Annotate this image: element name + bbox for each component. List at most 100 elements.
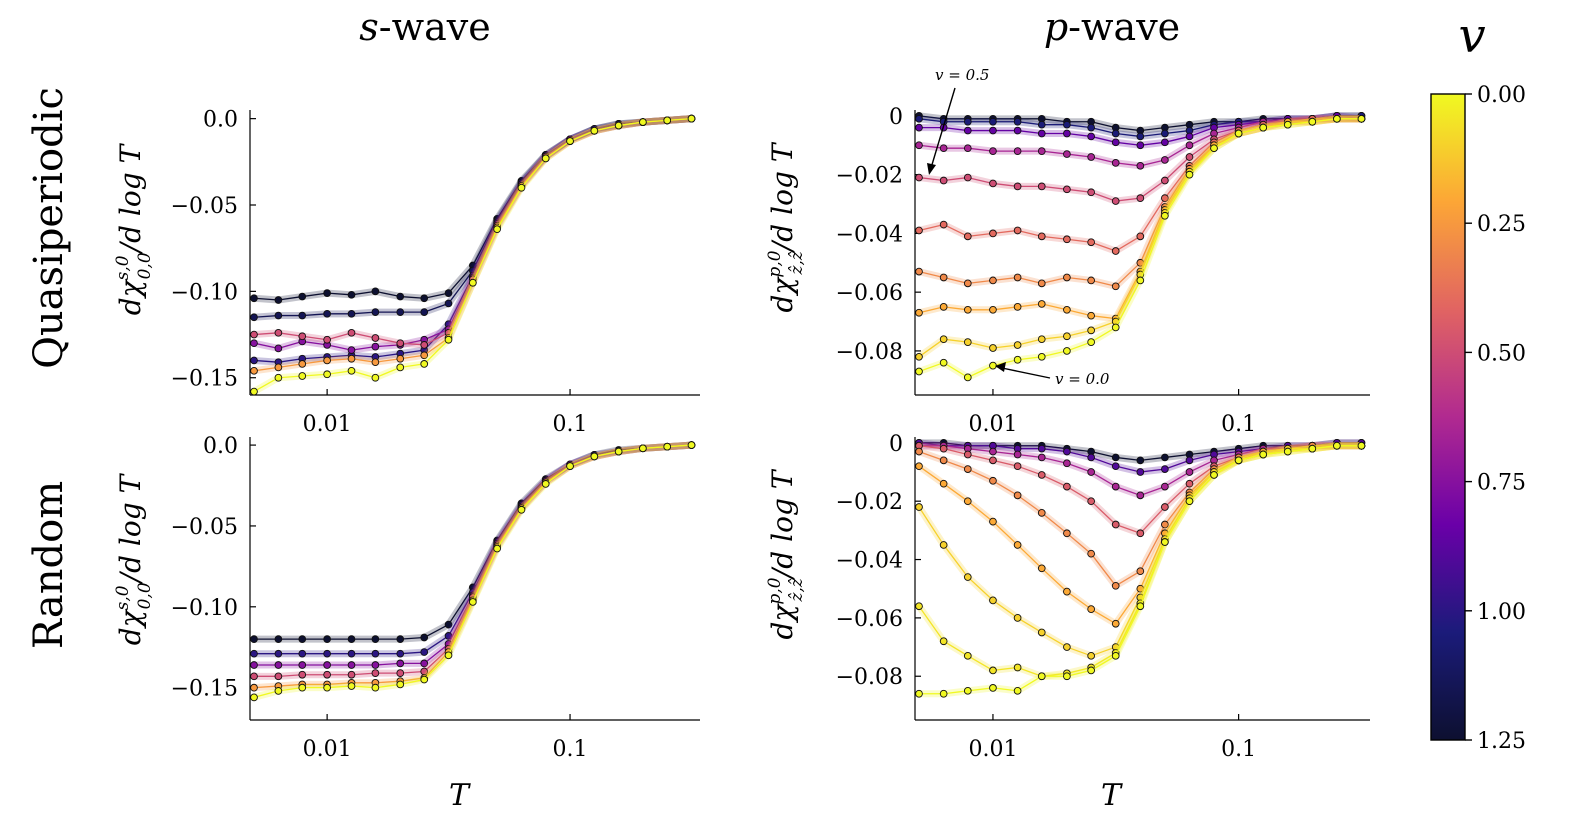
y-tick-label: −0.02 <box>836 490 903 515</box>
data-point <box>915 267 923 276</box>
x-tick-label: 0.1 <box>553 737 588 762</box>
data-point <box>1111 247 1120 255</box>
data-point <box>989 517 997 526</box>
y-tick-label: −0.10 <box>171 596 238 621</box>
ylabel-quasi-p: dχp,0 ẑ,ẑ/d log T <box>765 141 807 312</box>
data-point <box>1161 194 1169 202</box>
colorbar <box>1430 93 1466 741</box>
data-point <box>989 229 997 238</box>
y-tick-label: −0.15 <box>171 677 238 702</box>
data-point <box>347 661 356 669</box>
colorbar-ticks: 0.00 0.25 0.50 0.75 1.00 1.25 <box>1465 83 1526 754</box>
data-point <box>298 670 307 679</box>
data-point <box>371 334 380 342</box>
data-point <box>1063 235 1071 244</box>
data-point <box>347 670 356 679</box>
y-tick-label: 0.0 <box>203 434 238 459</box>
data-point <box>1111 651 1120 660</box>
data-point <box>1013 273 1022 282</box>
data-point <box>347 309 356 318</box>
data-point <box>371 649 380 658</box>
series-band <box>253 115 692 366</box>
data-point <box>298 683 307 692</box>
data-point <box>963 126 972 135</box>
data-point <box>939 479 948 488</box>
data-point <box>687 441 696 449</box>
data-point <box>1087 549 1095 558</box>
data-point <box>371 308 380 316</box>
data-point <box>298 311 307 320</box>
data-point <box>1161 176 1169 185</box>
data-point <box>1185 170 1194 179</box>
data-point <box>274 328 283 337</box>
x-tick-label: 0.01 <box>968 737 1017 762</box>
data-point <box>1185 456 1194 465</box>
data-point <box>371 358 380 367</box>
data-point <box>1357 441 1366 450</box>
data-point <box>347 346 356 354</box>
data-point <box>1087 238 1095 247</box>
data-point <box>963 232 972 241</box>
data-point <box>1333 441 1341 450</box>
row-title-random: Random <box>26 481 72 649</box>
data-point <box>298 332 307 341</box>
x-tick-label: 0.01 <box>303 737 352 762</box>
y-tick-label: −0.15 <box>171 367 238 392</box>
data-point <box>541 154 550 163</box>
series-line <box>918 118 1362 379</box>
data-point <box>1308 117 1317 126</box>
data-point <box>347 635 356 643</box>
data-point <box>1136 602 1145 611</box>
data-point <box>963 373 972 382</box>
data-point <box>614 447 623 456</box>
data-point <box>347 682 356 690</box>
data-point <box>444 651 453 660</box>
data-point <box>1087 468 1095 476</box>
data-point <box>590 126 599 135</box>
data-point <box>493 225 501 234</box>
data-point <box>250 313 258 322</box>
data-point <box>1185 141 1194 150</box>
data-point <box>250 693 258 702</box>
data-point <box>493 544 501 553</box>
data-point <box>444 289 453 297</box>
data-point <box>915 689 923 698</box>
data-point <box>687 114 696 123</box>
data-point <box>989 126 997 135</box>
ylabel-quasi-s: dχs,0 0,0/d log T <box>113 142 155 315</box>
data-point <box>1136 161 1145 170</box>
data-point <box>1283 120 1292 129</box>
colorbar-tick-label: 0.75 <box>1477 471 1526 496</box>
data-point <box>323 289 331 297</box>
y-tick-label: 0.0 <box>203 108 238 133</box>
data-point <box>250 683 258 692</box>
data-point <box>1210 144 1218 153</box>
data-point <box>420 659 429 668</box>
data-point <box>396 649 405 658</box>
data-point <box>298 661 307 669</box>
y-tick-label: −0.04 <box>836 549 903 574</box>
data-point <box>1013 226 1022 235</box>
data-point <box>963 497 972 506</box>
data-point <box>323 670 331 679</box>
data-point <box>396 339 405 348</box>
data-point <box>1037 182 1046 191</box>
data-point <box>963 450 972 459</box>
data-point <box>989 361 997 370</box>
data-point <box>963 465 972 473</box>
data-point <box>250 339 258 348</box>
data-point <box>1063 643 1071 651</box>
data-point <box>1357 114 1366 123</box>
annotation-v-0-5-label: v = 0.5 <box>935 66 989 84</box>
x-tick-label: 0.1 <box>1221 737 1256 762</box>
panel-random-s-wave: 0.0 −0.05 −0.10 −0.15 0.01 0.1 <box>171 434 700 762</box>
data-point <box>1136 232 1145 241</box>
data-point <box>420 675 429 684</box>
data-point <box>468 278 477 287</box>
y-tick-label: 0 <box>889 432 903 457</box>
data-point <box>1063 150 1071 158</box>
data-point <box>1111 581 1120 590</box>
data-point <box>1308 444 1317 453</box>
data-point <box>420 341 429 349</box>
data-point <box>939 444 948 453</box>
